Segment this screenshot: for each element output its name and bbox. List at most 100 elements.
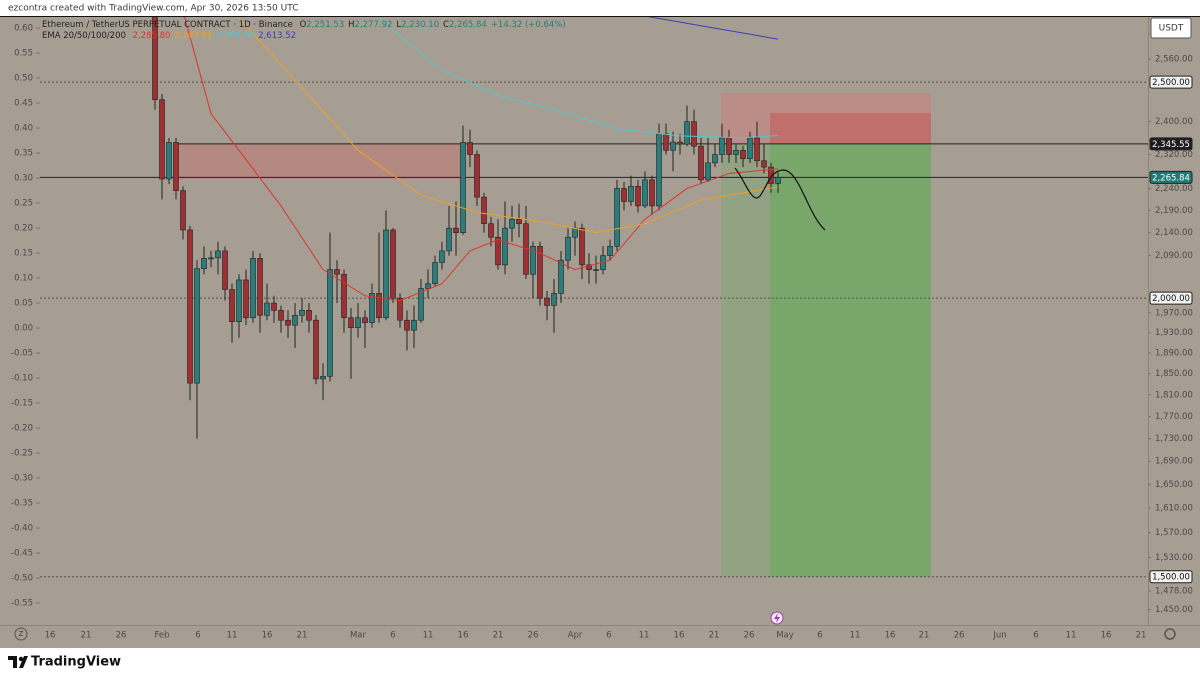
x-tick-label: May [776, 631, 794, 641]
y2-tick-label: -0.15 [11, 399, 33, 409]
candle-body [544, 297, 550, 306]
y2-tick-label: 0.00 [14, 324, 33, 334]
y2-tick-label: 0.25 [14, 199, 33, 209]
x-tick-label: Mar [350, 631, 367, 641]
candle-body [712, 154, 718, 164]
settings-button[interactable] [1164, 628, 1176, 640]
timezone-button[interactable] [14, 627, 28, 641]
y2-tick-label: 0.05 [14, 299, 33, 309]
candle-body [684, 121, 690, 145]
candle-body [453, 227, 459, 233]
candle-body [705, 162, 711, 181]
ema-value: 2,285.80 [132, 31, 171, 41]
x-tick-label: 21 [919, 631, 930, 641]
candle-body [271, 302, 277, 311]
y-tick-label: 1,730.00 [1155, 434, 1193, 444]
candle-body [173, 142, 179, 191]
candle-body [768, 166, 774, 184]
candle-body [537, 246, 543, 299]
y2-tick-label: -0.35 [11, 499, 33, 509]
y2-tick-label: 0.20 [14, 224, 33, 234]
x-tick-label: 21 [81, 631, 92, 641]
symbol-row: Ethereum / TetherUS PERPETUAL CONTRACT ·… [42, 20, 574, 30]
x-tick-label: 11 [639, 631, 650, 641]
ohlc-key: O [299, 20, 307, 30]
candle-body [334, 269, 340, 275]
candle-body [425, 283, 431, 289]
y-tick-label: 2,140.00 [1155, 228, 1193, 238]
x-tick-label: 11 [227, 631, 238, 641]
candle-body [215, 250, 221, 259]
symbol: Ethereum / TetherUS PERPETUAL CONTRACT ·… [42, 20, 293, 30]
y-tick-label: 2,090.00 [1155, 251, 1193, 261]
ohlc-value: 2,251.53 [306, 20, 345, 30]
candle-body [516, 218, 522, 224]
y2-tick-label: -0.50 [11, 574, 33, 584]
candle-body [656, 133, 662, 207]
x-tick-label: 16 [458, 631, 469, 641]
candle-body [607, 246, 613, 256]
x-tick-label: 16 [262, 631, 273, 641]
candle-body [733, 150, 739, 155]
y-tick-label: 1,810.00 [1155, 390, 1193, 400]
x-tick-label: 16 [1101, 631, 1112, 641]
candle-body [642, 179, 648, 207]
y2-tick-label: 0.30 [14, 174, 33, 184]
candle-body [299, 310, 305, 316]
ohlc-value: 2,230.10 [401, 20, 440, 30]
price-tag [1149, 570, 1193, 584]
x-tick-label: 6 [390, 631, 395, 641]
candle-body [488, 223, 494, 238]
candle-body [775, 177, 781, 184]
currency-button[interactable] [1150, 17, 1192, 39]
x-tick-label: 16 [674, 631, 685, 641]
candle-body [460, 142, 466, 233]
x-tick-label: 21 [709, 631, 720, 641]
candle-body [481, 196, 487, 224]
candle-body [383, 229, 389, 319]
y2-tick-label: 0.15 [14, 249, 33, 259]
y-tick-label: 1,850.00 [1155, 369, 1193, 379]
x-tick-label: 21 [493, 631, 504, 641]
candle-body [551, 293, 557, 306]
x-tick-label: Apr [568, 631, 583, 641]
credit: ezcontra created with TradingView.com, A… [8, 4, 299, 14]
y2-tick-label: 0.10 [14, 274, 33, 284]
candle-body [558, 259, 564, 294]
y2-tick-label: 0.35 [14, 149, 33, 159]
candle-body [264, 302, 270, 316]
x-tick-label: 6 [606, 631, 611, 641]
candle-body [320, 375, 326, 380]
brand: TradingView [31, 655, 121, 670]
candle-body [411, 319, 417, 331]
candle-body [397, 297, 403, 321]
supply-zone [175, 143, 465, 179]
candle-body [439, 250, 445, 263]
candle-body [509, 218, 515, 229]
candle-body [747, 137, 753, 159]
ohlc-value: 2,277.92 [354, 20, 393, 30]
candle-body [593, 269, 599, 271]
chart-background [0, 16, 1200, 648]
candle-body [502, 227, 508, 266]
y-tick-label: 2,190.00 [1155, 206, 1193, 216]
y-tick-label: 1,890.00 [1155, 348, 1193, 358]
x-tick-label: 6 [195, 631, 200, 641]
candle-body [418, 288, 424, 321]
footer [0, 648, 1200, 680]
candle-body [530, 246, 536, 275]
y-tick-label: 1,530.00 [1155, 553, 1193, 563]
x-tick-label: 26 [744, 631, 755, 641]
price-tag-label: 2,000.00 [1152, 294, 1190, 304]
y2-tick-label: 0.50 [14, 74, 33, 84]
x-tick-label: Feb [154, 631, 169, 641]
event-icon-bolt [774, 613, 780, 623]
drawing [734, 167, 826, 231]
candle-body [187, 229, 193, 384]
y-tick-label: 1,970.00 [1155, 308, 1193, 318]
candle-body [614, 188, 620, 247]
y2-tick-label: 0.40 [14, 124, 33, 134]
x-tick-label: 11 [423, 631, 434, 641]
y2-tick-label: 0.60 [14, 24, 33, 34]
